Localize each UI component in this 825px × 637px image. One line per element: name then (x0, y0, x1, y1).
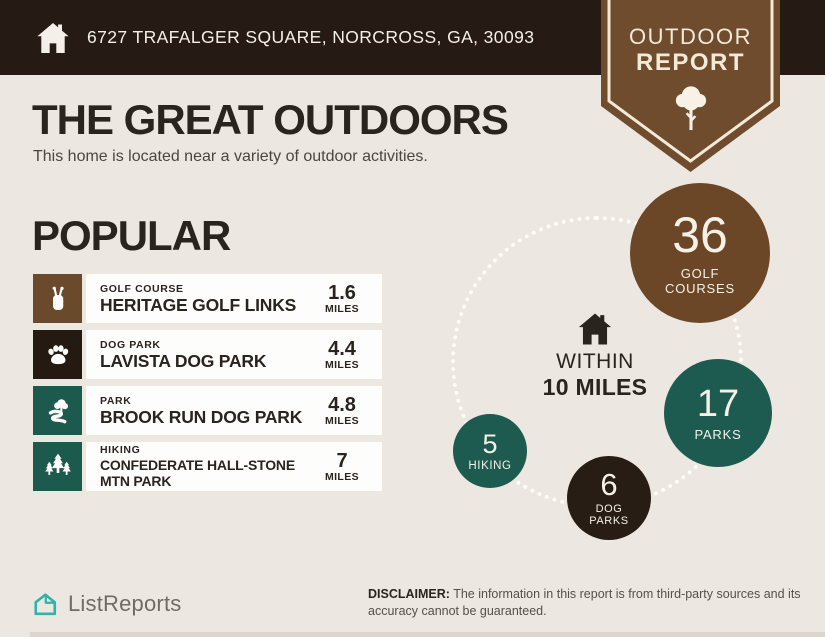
distance-unit: MILES (324, 302, 360, 315)
list-item-dog-park: DOG PARK LAVISTA DOG PARK 4.4 MILES (33, 330, 382, 379)
golf-bag-icon (33, 274, 82, 323)
item-distance: 7 MILES (310, 451, 374, 483)
disclaimer-text: DISCLAIMER: The information in this repo… (368, 586, 805, 620)
item-distance: 1.6 MILES (310, 283, 374, 315)
pine-trees-icon (33, 442, 82, 491)
outdoor-report-badge: OUTDOOR REPORT (601, 0, 780, 174)
listreports-logo-icon (34, 593, 57, 616)
miles-label: 10 MILES (542, 374, 648, 400)
distance-value: 4.4 (328, 337, 356, 360)
disclaimer-label: DISCLAIMER: (368, 587, 450, 601)
distance-unit: MILES (324, 414, 360, 427)
stat-value: 6 (600, 467, 618, 502)
item-name: CONFEDERATE HALL-STONE MTN PARK (100, 456, 295, 489)
stat-label: DOG PARKS (589, 503, 629, 527)
popular-list: GOLF COURSE HERITAGE GOLF LINKS 1.6 MILE… (33, 274, 382, 491)
stat-bubble-golf-courses: 36 GOLF COURSES (630, 183, 770, 323)
badge-title-line1: OUTDOOR (629, 24, 752, 49)
page-title: THE GREAT OUTDOORS (32, 96, 509, 143)
house-icon (578, 313, 612, 345)
item-distance: 4.8 MILES (310, 395, 374, 427)
item-category: DOG PARK (100, 338, 161, 351)
property-address: 6727 TRAFALGER SQUARE, NORCROSS, GA, 300… (87, 27, 535, 47)
brand-name: ListReports (68, 591, 182, 616)
stat-bubble-dog-parks: 6 DOG PARKS (567, 456, 651, 540)
stat-value: 36 (672, 207, 728, 263)
distance-unit: MILES (324, 470, 360, 483)
list-item-hiking: HIKING CONFEDERATE HALL-STONE MTN PARK 7… (33, 442, 382, 491)
paw-icon (33, 330, 82, 379)
stat-bubble-parks: 17 PARKS (664, 359, 772, 467)
item-name: HERITAGE GOLF LINKS (100, 294, 297, 315)
item-category: PARK (100, 394, 132, 407)
disclaimer-body: The information in this report is from t… (368, 587, 801, 618)
stat-label: PARKS (694, 426, 742, 442)
radius-center-label: WITHIN 10 MILES (528, 312, 662, 401)
distance-value: 1.6 (328, 281, 356, 304)
item-distance: 4.4 MILES (310, 339, 374, 371)
stat-label: HIKING (468, 459, 512, 472)
within-label: WITHIN (556, 350, 634, 373)
ribbon-shape (601, 0, 780, 172)
list-item-golf-course: GOLF COURSE HERITAGE GOLF LINKS 1.6 MILE… (33, 274, 382, 323)
listreports-logo: ListReports (30, 589, 181, 619)
distance-value: 7 (336, 449, 348, 472)
item-category: HIKING (100, 443, 141, 456)
list-item-park: PARK BROOK RUN DOG PARK 4.8 MILES (33, 386, 382, 435)
park-tree-icon (33, 386, 82, 435)
distance-unit: MILES (324, 358, 360, 371)
tree-icon (675, 86, 706, 131)
stat-value: 17 (696, 382, 740, 425)
page-subtitle: This home is located near a variety of o… (33, 148, 428, 165)
stat-label: GOLF COURSES (665, 266, 735, 296)
stat-bubble-hiking: 5 HIKING (453, 414, 527, 488)
item-name: BROOK RUN DOG PARK (100, 406, 303, 427)
home-icon (37, 22, 69, 53)
badge-title-line2: REPORT (635, 49, 745, 77)
item-category: GOLF COURSE (100, 282, 184, 295)
distance-value: 4.8 (328, 393, 356, 416)
bottom-accent-strip (30, 632, 825, 637)
stat-value: 5 (482, 428, 498, 459)
popular-heading: POPULAR (32, 212, 231, 259)
item-name: LAVISTA DOG PARK (100, 350, 267, 371)
